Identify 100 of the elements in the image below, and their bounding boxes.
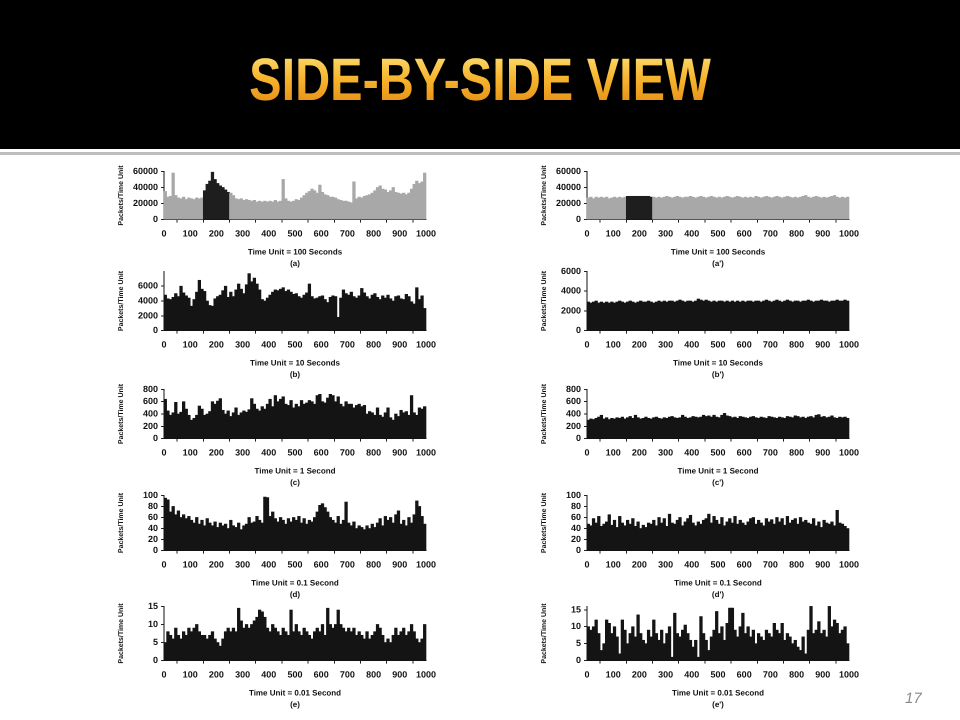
x-tick-label: 900 — [392, 339, 408, 350]
y-tick-label: 400 — [142, 408, 158, 418]
x-tick-label: 100 — [606, 339, 621, 350]
x-tick-label: 500 — [710, 228, 726, 238]
x-tick-label: 600 — [736, 559, 752, 570]
y-tick-label: 0 — [576, 545, 581, 556]
y-tick-label: 20000 — [132, 198, 158, 208]
x-tick-label: 0 — [161, 559, 167, 570]
x-tick-label: 0 — [584, 669, 590, 680]
x-tick-label: 200 — [208, 669, 224, 680]
y-tick-label: 0 — [152, 433, 158, 444]
x-axis-title: Time Unit = 10 Seconds — [250, 358, 340, 368]
x-tick-label: 100 — [182, 669, 198, 680]
x-tick-label: 500 — [710, 447, 726, 458]
y-tick-label: 400 — [566, 408, 581, 418]
x-tick-label: 400 — [684, 669, 700, 680]
x-tick-label: 800 — [789, 669, 804, 680]
x-tick-label: 700 — [340, 559, 355, 570]
x-axis-title: Time Unit = 100 Seconds — [248, 247, 343, 256]
x-tick-label: 400 — [684, 447, 700, 458]
x-tick-label: 200 — [208, 339, 224, 350]
x-tick-label: 200 — [208, 447, 224, 458]
x-tick-label: 700 — [340, 447, 355, 458]
x-tick-label: 0 — [584, 447, 590, 458]
y-tick-label: 6000 — [560, 266, 581, 276]
x-tick-label: 600 — [736, 669, 752, 680]
x-tick-label: 0 — [584, 339, 590, 350]
y-tick-label: 800 — [142, 384, 158, 394]
x-tick-label: 200 — [632, 447, 647, 458]
x-tick-label: 600 — [314, 447, 329, 458]
x-tick-label: 700 — [340, 339, 355, 350]
text: (e') — [712, 700, 724, 710]
x-tick-label: 100 — [606, 559, 621, 570]
x-tick-label: 900 — [815, 339, 830, 350]
x-tick-label: 500 — [287, 669, 303, 680]
y-tick-label: 2000 — [560, 305, 581, 316]
text: (d) — [290, 590, 300, 600]
x-axis-title: Time Unit = 10 Seconds — [673, 358, 764, 368]
y-tick-label: 6000 — [138, 280, 158, 291]
x-tick-label: 300 — [658, 228, 674, 238]
x-tick-label: 600 — [314, 228, 329, 238]
y-tick-label: 15 — [148, 600, 158, 611]
x-tick-label: 700 — [762, 339, 778, 350]
x-tick-label: 800 — [366, 669, 382, 680]
x-tick-label: 900 — [815, 669, 830, 680]
x-tick-label: 800 — [789, 228, 804, 238]
x-tick-label: 700 — [762, 447, 778, 458]
y-tick-label: 20 — [148, 534, 158, 544]
y-tick-label: 40000 — [132, 182, 158, 192]
x-tick-label: 300 — [235, 669, 250, 680]
x-tick-label: 500 — [287, 559, 303, 570]
y-tick-label: 20000 — [556, 198, 581, 208]
y-tick-label: 0 — [152, 214, 158, 224]
x-tick-label: 300 — [658, 447, 674, 458]
y-tick-label: 60000 — [132, 166, 158, 176]
y-tick-label: 0 — [152, 325, 158, 336]
y-tick-label: 0 — [576, 655, 581, 666]
x-tick-label: 100 — [606, 669, 621, 680]
y-tick-label: 800 — [566, 384, 581, 394]
text: (b) — [290, 370, 300, 380]
x-tick-label: 800 — [789, 339, 804, 350]
x-tick-label: 900 — [815, 447, 830, 458]
y-tick-label: 40000 — [556, 182, 581, 192]
x-tick-label: 1000 — [838, 559, 860, 570]
x-tick-label: 300 — [658, 559, 674, 570]
text: (c) — [290, 478, 300, 488]
x-tick-label: 300 — [235, 228, 250, 238]
x-tick-label: 0 — [161, 447, 167, 458]
x-tick-label: 600 — [314, 559, 329, 570]
x-tick-label: 900 — [815, 228, 830, 238]
x-tick-label: 600 — [736, 339, 752, 350]
x-tick-label: 400 — [261, 559, 276, 570]
x-tick-label: 1000 — [416, 339, 436, 350]
x-tick-label: 200 — [632, 559, 647, 570]
x-tick-label: 700 — [340, 669, 355, 680]
x-tick-label: 300 — [235, 339, 250, 350]
x-tick-label: 100 — [182, 339, 198, 350]
x-tick-label: 600 — [314, 669, 329, 680]
x-tick-label: 300 — [658, 339, 674, 350]
x-tick-label: 400 — [261, 669, 276, 680]
y-tick-label: 10 — [570, 621, 581, 632]
y-tick-label: 15 — [570, 604, 581, 614]
x-tick-label: 0 — [161, 339, 167, 350]
x-axis-title: Time Unit = 0.01 Second — [672, 688, 764, 698]
x-tick-label: 400 — [684, 228, 700, 238]
x-tick-label: 800 — [366, 559, 382, 570]
x-tick-label: 200 — [632, 669, 647, 680]
x-tick-label: 100 — [182, 228, 198, 238]
x-tick-label: 500 — [710, 669, 726, 680]
x-tick-label: 100 — [182, 559, 198, 570]
text: (b') — [712, 370, 724, 380]
x-tick-label: 900 — [392, 669, 408, 680]
x-tick-label: 1000 — [416, 559, 436, 570]
x-tick-label: 0 — [161, 669, 167, 680]
x-axis-title: Time Unit = 0.01 Second — [248, 688, 342, 698]
x-tick-label: 400 — [261, 447, 276, 458]
text: 17 — [905, 690, 922, 707]
text: (a') — [712, 259, 724, 268]
x-tick-label: 300 — [658, 669, 674, 680]
x-tick-label: 100 — [182, 447, 198, 458]
